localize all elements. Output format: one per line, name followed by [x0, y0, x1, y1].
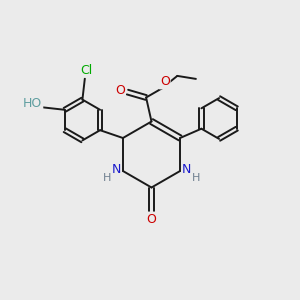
Text: O: O — [115, 84, 125, 98]
Text: H: H — [191, 172, 200, 183]
Text: O: O — [160, 75, 169, 88]
Text: N: N — [112, 163, 121, 176]
Text: O: O — [147, 213, 156, 226]
Text: H: H — [103, 172, 112, 183]
Text: Cl: Cl — [80, 64, 92, 77]
Text: HO: HO — [23, 97, 42, 110]
Text: N: N — [182, 163, 191, 176]
